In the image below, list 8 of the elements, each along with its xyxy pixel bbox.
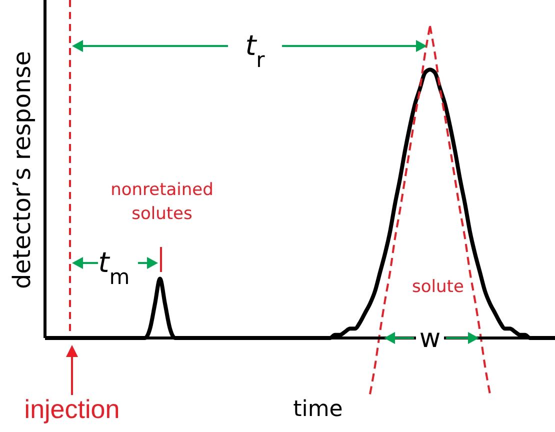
y-axis-title: detector’s response [8, 50, 36, 290]
annotation: w [419, 324, 441, 354]
x-axis-title: time [293, 397, 343, 422]
annotation: nonretained solutes [110, 180, 214, 224]
annotation: t$_{r}$ [245, 29, 266, 72]
annotation: t$_{m}$ [98, 246, 130, 289]
annotation: solute [412, 277, 464, 297]
annotation: injection [24, 394, 120, 424]
